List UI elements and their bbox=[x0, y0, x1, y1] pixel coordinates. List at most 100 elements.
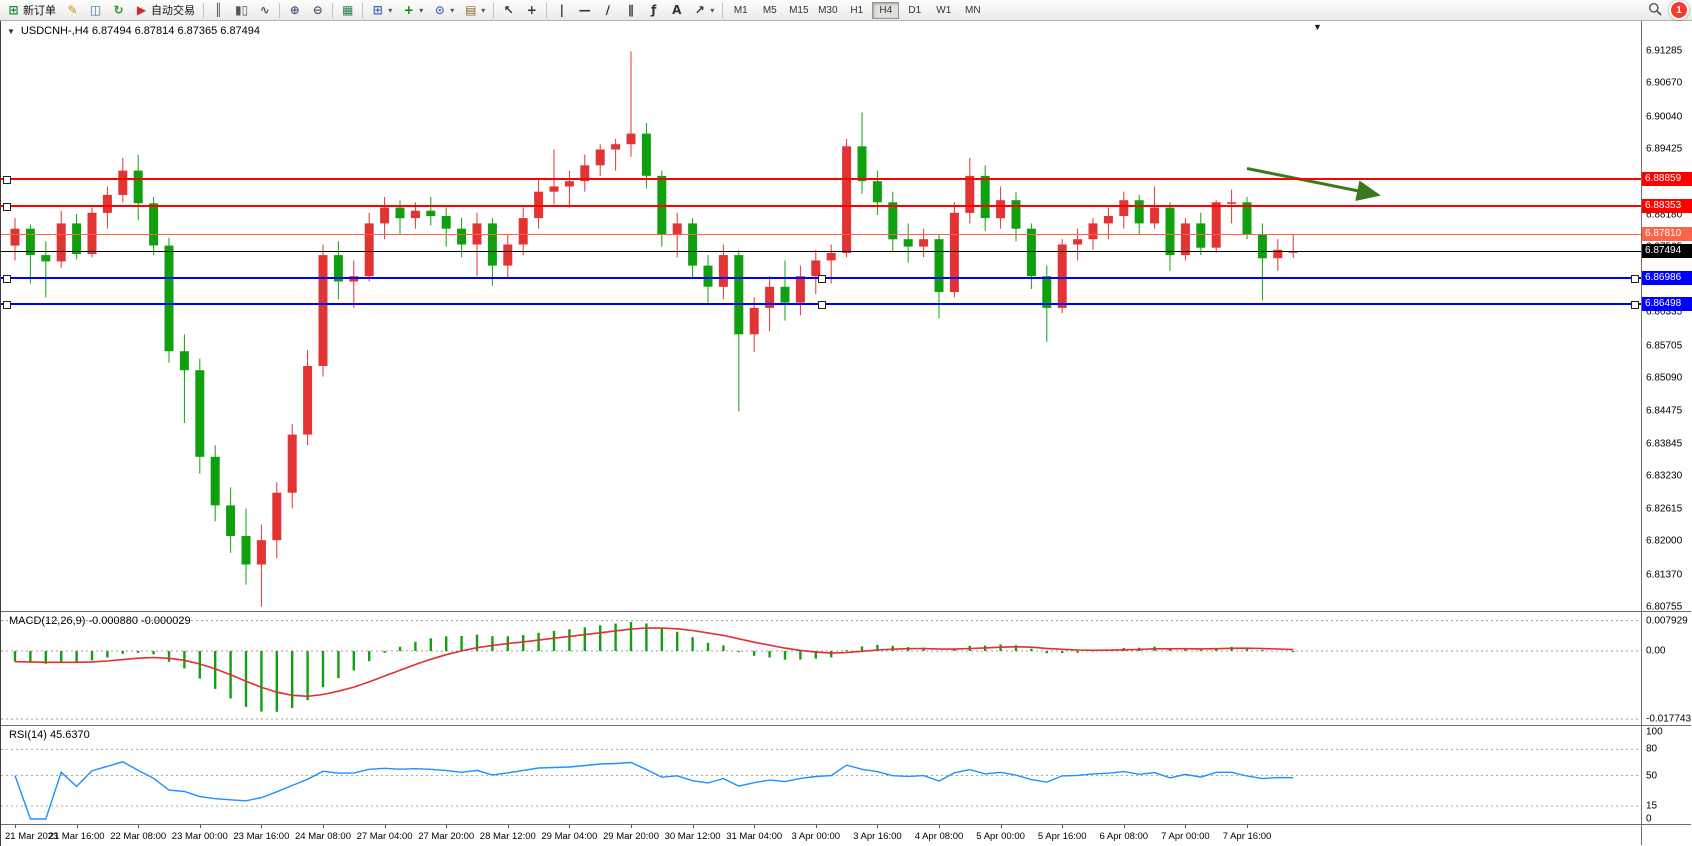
main-chart-panel[interactable] bbox=[1, 21, 1641, 611]
candle-body bbox=[826, 253, 836, 261]
candle-body bbox=[10, 228, 20, 246]
line-handle-left[interactable] bbox=[3, 176, 11, 185]
time-tick bbox=[76, 825, 78, 828]
line-chart-button[interactable]: ∿ bbox=[253, 1, 276, 19]
horizontal-line-button[interactable]: — bbox=[573, 1, 596, 19]
templates-button[interactable]: ▤ ▾ bbox=[459, 1, 490, 19]
panel-separator[interactable] bbox=[1, 611, 1691, 612]
timeframe-m30-button[interactable]: M30 bbox=[814, 2, 841, 19]
candle-body bbox=[1042, 276, 1052, 308]
time-axis[interactable]: 21 Mar 2023 21 Mar 16:00 22 Mar 08:00 23 Ma… bbox=[1, 825, 1641, 845]
time-tick bbox=[261, 825, 263, 828]
time-tick bbox=[384, 825, 386, 828]
candle-body bbox=[1119, 200, 1129, 216]
new-chart-icon: ⊞ bbox=[372, 3, 383, 17]
price-tick-label: 6.88180 bbox=[1646, 209, 1683, 221]
timeframe-mn-button[interactable]: MN bbox=[959, 2, 986, 19]
line-handle-left[interactable] bbox=[3, 300, 11, 309]
cursor-icon: ↖ bbox=[503, 3, 514, 17]
indicators-button[interactable]: + ▾ bbox=[397, 1, 428, 19]
candle-body bbox=[457, 228, 467, 245]
candle-body bbox=[1180, 223, 1190, 256]
crosshair-button[interactable]: + bbox=[520, 1, 543, 19]
vertical-line-button[interactable]: | bbox=[550, 1, 573, 19]
arrows-button[interactable]: ↗ ▾ bbox=[688, 1, 719, 19]
rsi-tick-label: 100 bbox=[1646, 726, 1663, 738]
candlestick-chart-button[interactable]: ▮▯ bbox=[230, 1, 253, 19]
channel-button[interactable]: ∥ bbox=[619, 1, 642, 19]
timeframe-w1-button[interactable]: W1 bbox=[930, 2, 957, 19]
price-line[interactable] bbox=[1, 233, 1641, 235]
candle-body bbox=[857, 146, 867, 182]
cursor-button[interactable]: ↖ bbox=[497, 1, 520, 19]
timeframe-m5-button[interactable]: M5 bbox=[756, 2, 783, 19]
price-line[interactable] bbox=[1, 250, 1641, 252]
line-handle-center[interactable] bbox=[818, 274, 826, 283]
tile-windows-button[interactable]: ▦ bbox=[336, 1, 359, 19]
zoom-out-icon: ⊖ bbox=[312, 3, 323, 17]
trendline-icon: ∕ bbox=[605, 3, 610, 17]
time-tick bbox=[1247, 825, 1248, 828]
time-tick bbox=[1062, 825, 1064, 828]
zoom-in-button[interactable]: ⊕ bbox=[283, 1, 306, 19]
price-line[interactable] bbox=[1, 178, 1641, 181]
autotrading-button[interactable]: ▶ 自动交易 bbox=[130, 1, 200, 19]
notification-badge[interactable]: 1 bbox=[1669, 0, 1689, 20]
line-handle-center[interactable] bbox=[818, 300, 826, 309]
price-tick-label: 6.90670 bbox=[1646, 77, 1683, 89]
candle-body bbox=[179, 351, 189, 371]
line-handle-right[interactable] bbox=[1631, 274, 1639, 283]
time-tick bbox=[199, 825, 201, 828]
candle-body bbox=[1165, 207, 1175, 256]
price-tick-label: 6.80755 bbox=[1646, 601, 1683, 613]
timeframe-d1-button[interactable]: D1 bbox=[901, 2, 928, 19]
price-scale[interactable]: 6.88859 6.88353 6.87810 6.87494 6.86986 6.864… bbox=[1642, 21, 1692, 845]
timeframe-h1-button[interactable]: H1 bbox=[843, 2, 870, 19]
time-tick bbox=[939, 825, 940, 828]
fibonacci-button[interactable]: ƒ bbox=[642, 1, 665, 19]
oneclick-trading-collapse-icon[interactable]: ▼ bbox=[7, 26, 15, 36]
time-label: 5 Apr 16:00 bbox=[1037, 831, 1087, 842]
new-order-button[interactable]: ⊞ 新订单 bbox=[2, 1, 61, 19]
zoom-out-button[interactable]: ⊖ bbox=[306, 1, 329, 19]
time-tick bbox=[1000, 825, 1002, 828]
new-chart-button[interactable]: ⊞ ▾ bbox=[366, 1, 397, 19]
panel-separator[interactable] bbox=[1, 725, 1691, 726]
tile-windows-icon: ▦ bbox=[342, 3, 354, 17]
timeframe-m15-button[interactable]: M15 bbox=[785, 2, 812, 19]
macd-panel[interactable] bbox=[1, 612, 1641, 725]
candle-body bbox=[256, 540, 266, 565]
candle-body bbox=[303, 366, 313, 435]
line-handle-left[interactable] bbox=[3, 274, 11, 283]
timeframe-h4-button[interactable]: H4 bbox=[872, 1, 900, 19]
chart-title-text: USDCNH-,H4 6.87494 6.87814 6.87365 6.874… bbox=[20, 25, 261, 37]
text-button[interactable]: A bbox=[665, 1, 688, 19]
candle-body bbox=[1026, 228, 1036, 277]
price-tick-label: 6.86335 bbox=[1646, 306, 1683, 318]
candle-body bbox=[472, 223, 482, 245]
line-handle-right[interactable] bbox=[1631, 300, 1639, 309]
line-handle-left[interactable] bbox=[3, 202, 11, 211]
refresh-button[interactable]: ↻ bbox=[107, 1, 130, 19]
charts-profile-button[interactable]: ◫ bbox=[84, 1, 107, 19]
candle-body bbox=[980, 175, 990, 219]
timeframe-m1-button[interactable]: M1 bbox=[727, 2, 754, 19]
candle-body bbox=[949, 212, 959, 292]
periods-button[interactable]: ⊙ ▾ bbox=[428, 1, 459, 19]
metaeditor-button[interactable]: ✎ bbox=[61, 1, 84, 19]
candle-body bbox=[164, 245, 174, 352]
price-tag: 6.87494 bbox=[1642, 244, 1692, 259]
price-tag: 6.86986 bbox=[1642, 270, 1692, 285]
trendline-button[interactable]: ∕ bbox=[596, 1, 619, 19]
price-line[interactable] bbox=[1, 204, 1641, 207]
refresh-icon: ↻ bbox=[113, 3, 124, 17]
chart-shift-marker-icon[interactable]: ▼ bbox=[1313, 22, 1322, 32]
candle-body bbox=[626, 133, 636, 145]
bar-chart-button[interactable]: ║ bbox=[207, 1, 230, 19]
search-button[interactable] bbox=[1648, 2, 1662, 19]
zoom-in-icon: ⊕ bbox=[289, 3, 300, 17]
candle-body bbox=[487, 223, 497, 266]
candle-body bbox=[734, 255, 744, 335]
trend-arrow-annotation[interactable] bbox=[1246, 167, 1381, 202]
rsi-panel[interactable] bbox=[1, 726, 1641, 824]
